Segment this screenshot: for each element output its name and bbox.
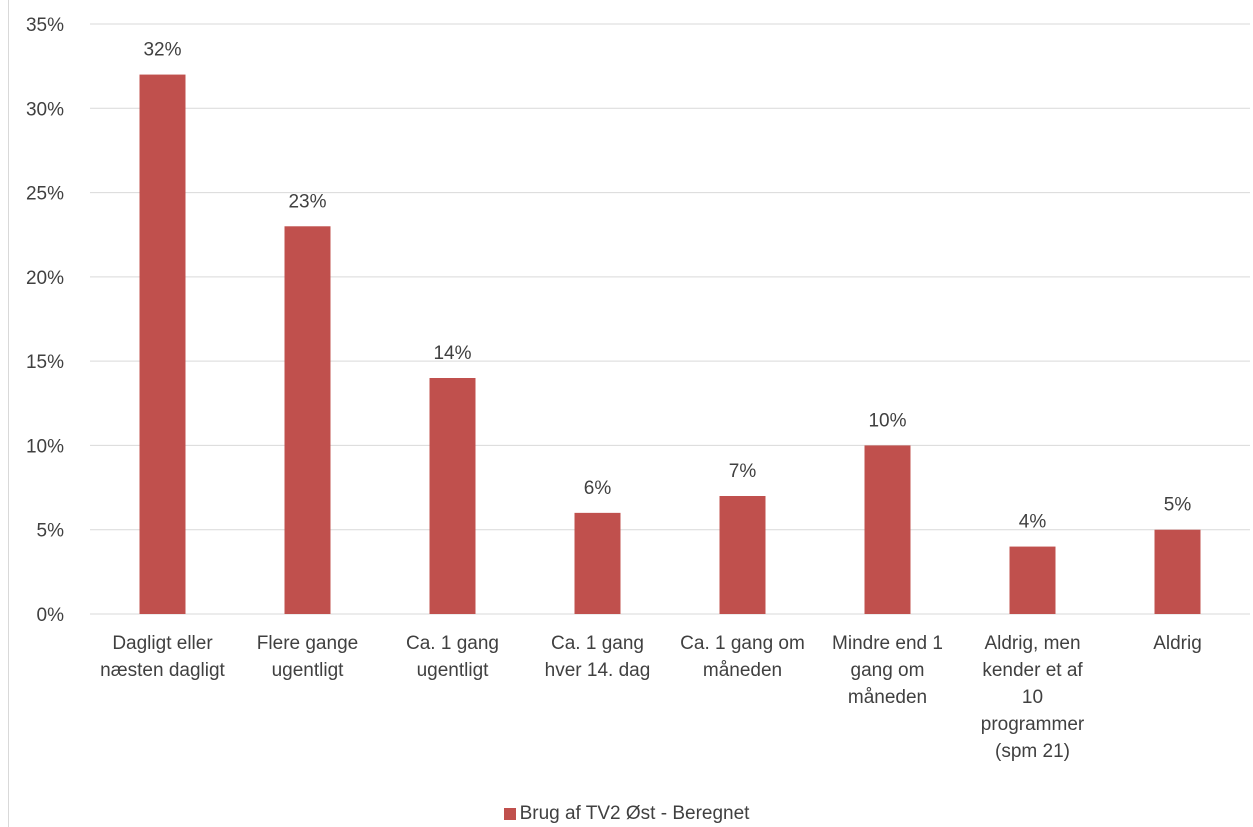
- x-tick-label: Flere gange ugentligt: [257, 633, 358, 681]
- data-label: 23%: [288, 191, 326, 212]
- data-label: 32%: [143, 40, 181, 61]
- x-tick-label: Ca. 1 gang hver 14. dag: [545, 633, 651, 681]
- y-axis-ticks: 0% 5% 10% 15% 20% 25% 30% 35%: [26, 15, 64, 626]
- data-label: 5%: [1164, 495, 1192, 516]
- bar: [864, 445, 911, 614]
- y-tick-label: 5%: [37, 521, 65, 542]
- x-tick-label: Mindre end 1 gang om måneden: [832, 633, 943, 708]
- bar: [139, 74, 186, 615]
- y-tick-label: 15%: [26, 352, 64, 373]
- x-tick-label: Aldrig, men kender et af 10 programmer (spm …: [981, 633, 1085, 762]
- gridlines: [90, 23, 1250, 615]
- data-label: 10%: [868, 410, 906, 431]
- data-labels: 32% 23% 14% 6% 7% 10% 4% 5%: [143, 40, 1191, 533]
- bar: [574, 512, 621, 614]
- data-label: 14%: [433, 343, 471, 364]
- chart-area-border: [8, 0, 9, 827]
- data-label: 4%: [1019, 512, 1047, 533]
- y-tick-label: 20%: [26, 268, 64, 289]
- y-tick-label: 35%: [26, 15, 64, 36]
- y-tick-label: 25%: [26, 184, 64, 205]
- y-tick-label: 30%: [26, 99, 64, 120]
- legend-swatch: [503, 808, 516, 820]
- data-label: 7%: [729, 461, 757, 482]
- data-label: 6%: [584, 478, 612, 499]
- bar: [1009, 546, 1056, 614]
- x-tick-label: Dagligt eller næsten dagligt: [100, 633, 225, 681]
- bars: [139, 74, 1201, 615]
- y-tick-label: 10%: [26, 436, 64, 457]
- bar: [1154, 529, 1201, 614]
- x-axis-labels: Dagligt eller næsten dagligt Flere gange ug…: [100, 633, 1202, 762]
- bar: [429, 378, 476, 614]
- x-tick-label: Ca. 1 gang ugentligt: [406, 633, 499, 681]
- x-tick-label: Aldrig: [1153, 633, 1202, 654]
- x-tick-label: Ca. 1 gang om måneden: [680, 633, 805, 681]
- legend: Brug af TV2 Øst - Beregnet: [0, 803, 1253, 825]
- legend-label: Brug af TV2 Øst - Beregnet: [519, 803, 750, 824]
- bar: [284, 226, 331, 615]
- bar: [719, 496, 766, 614]
- y-tick-label: 0%: [37, 605, 65, 626]
